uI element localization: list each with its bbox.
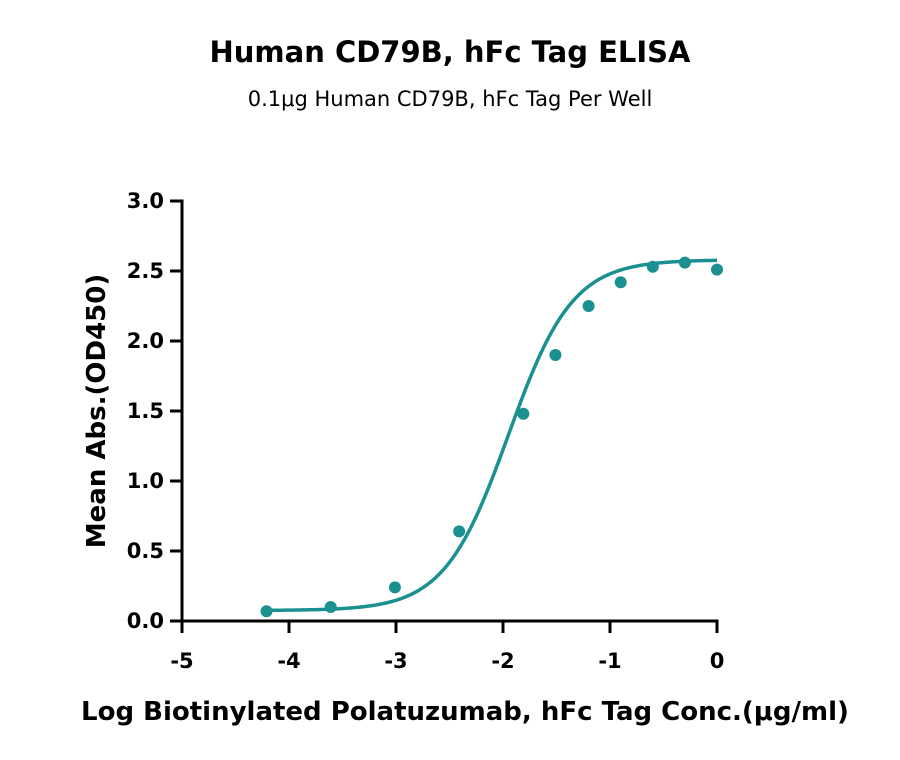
data-point bbox=[324, 601, 337, 613]
data-point bbox=[678, 256, 691, 269]
y-tick-label: 2.0 bbox=[127, 329, 164, 353]
data-point bbox=[388, 581, 401, 594]
x-tick-label: -1 bbox=[598, 649, 621, 673]
x-tick-label: -2 bbox=[491, 649, 514, 673]
chart-subtitle: 0.1μg Human CD79B, hFc Tag Per Well bbox=[248, 87, 653, 111]
y-axis: 0.0 0.5 1.0 1.5 2.0 2.5 3.0 bbox=[127, 189, 184, 633]
data-point bbox=[582, 300, 595, 312]
x-axis-title: Log Biotinylated Polatuzumab, hFc Tag Co… bbox=[81, 697, 849, 727]
data-point bbox=[614, 276, 627, 289]
y-tick-label: 3.0 bbox=[127, 189, 164, 213]
y-tick-label: 0.5 bbox=[127, 539, 164, 563]
x-axis: -5 -4 -3 -2 -1 0 bbox=[170, 619, 725, 673]
y-tick-label: 0.0 bbox=[127, 609, 164, 633]
data-point bbox=[646, 260, 659, 273]
y-tick-label: 1.5 bbox=[127, 399, 164, 423]
data-point bbox=[453, 525, 466, 538]
x-tick-label: -5 bbox=[170, 649, 193, 673]
fit-curve bbox=[266, 258, 718, 613]
x-tick-label: 0 bbox=[710, 649, 725, 673]
data-point bbox=[260, 605, 273, 618]
y-tick-label: 1.0 bbox=[127, 469, 164, 493]
data-point bbox=[549, 349, 562, 361]
data-points bbox=[260, 256, 723, 618]
data-point bbox=[517, 407, 530, 420]
data-point bbox=[711, 263, 723, 276]
y-axis-title: Mean Abs.(OD450) bbox=[82, 274, 112, 548]
x-tick-label: -4 bbox=[277, 649, 300, 673]
y-tick-label: 2.5 bbox=[127, 259, 164, 283]
x-tick-label: -3 bbox=[384, 649, 407, 673]
chart-title: Human CD79B, hFc Tag ELISA bbox=[210, 35, 692, 69]
